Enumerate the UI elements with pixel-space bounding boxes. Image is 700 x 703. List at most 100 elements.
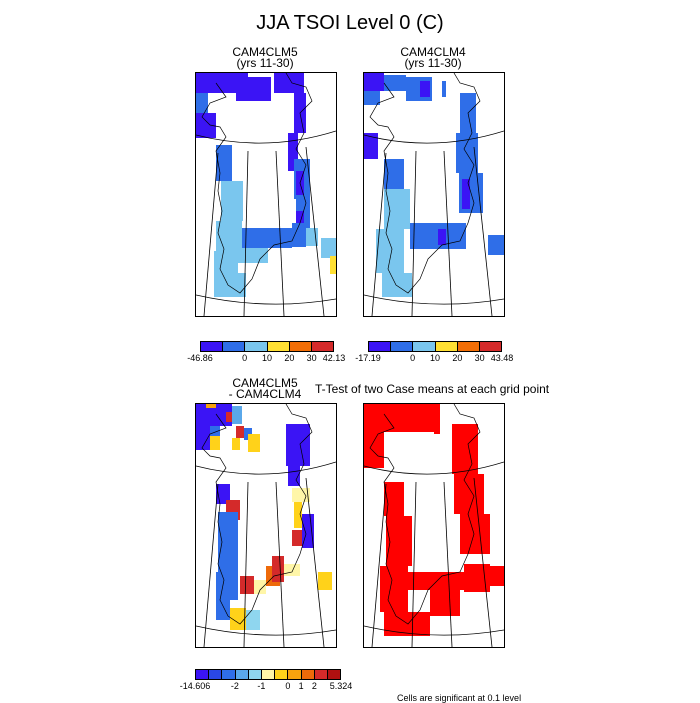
gridcell — [232, 406, 242, 424]
gridcell — [384, 75, 406, 91]
map-graticule — [364, 461, 504, 647]
gridcell — [384, 189, 410, 229]
gridcell — [210, 436, 220, 450]
figure-title: JJA TSOI Level 0 (C) — [256, 12, 444, 34]
colorbar-swatch — [301, 670, 315, 679]
gridcell — [292, 223, 306, 247]
map-panel-difference — [195, 403, 337, 648]
colorbar-swatch — [209, 670, 223, 679]
map-graticule — [364, 130, 504, 316]
colorbar-label: -1 — [257, 681, 266, 691]
gridcell — [376, 229, 404, 273]
colorbar-label: 5.324 — [329, 681, 353, 691]
gridcell — [464, 564, 490, 592]
gridcell — [490, 566, 504, 586]
colorbar-label: 0 — [410, 353, 416, 363]
colorbar-label: -46.86 — [187, 353, 213, 363]
colorbar-label: 43.48 — [490, 353, 514, 363]
gridcell — [272, 556, 284, 582]
gridcell — [196, 113, 216, 138]
colorbar-label: 10 — [261, 353, 273, 363]
panel-1-title-line2: (yrs 11-30) — [236, 56, 294, 70]
colorbar-label: 30 — [474, 353, 485, 363]
panel-1-title-line1: CAM4CLM5 — [232, 45, 298, 59]
coastline — [369, 404, 481, 625]
colorbar-swatch — [289, 342, 312, 351]
colorbar-label: 20 — [452, 353, 463, 363]
colorbar-swatch — [196, 670, 210, 679]
gridcell — [214, 273, 246, 297]
gridcell — [364, 73, 384, 91]
gridcell — [216, 600, 230, 620]
colorbar-swatch — [275, 670, 289, 679]
gridcell — [206, 404, 216, 408]
gridcell — [274, 73, 304, 93]
gridcell — [364, 404, 434, 432]
colorbar-label: 0 — [242, 353, 248, 363]
colorbar-label: 10 — [429, 353, 441, 363]
colorbar-swatch — [327, 670, 341, 679]
gridcell — [321, 238, 336, 258]
panel-1-title: CAM4CLM5 (yrs 11-30) — [195, 45, 335, 70]
colorbar-swatch — [261, 670, 276, 679]
colorbar-swatch — [201, 342, 224, 351]
gridcell — [232, 438, 240, 450]
gridcell — [221, 181, 243, 221]
gridcell — [462, 179, 470, 209]
gridcell — [364, 432, 384, 468]
gridcell — [384, 159, 404, 189]
gridcells-difference — [196, 404, 332, 630]
map-panel-ttest — [363, 403, 505, 648]
gridcell — [196, 426, 210, 450]
colorbar-swatch — [391, 342, 414, 351]
gridcell — [286, 424, 310, 466]
colorbar-swatch — [222, 670, 236, 679]
coastline — [201, 404, 313, 625]
colorbar-swatch — [311, 342, 334, 351]
colorbar-swatches — [195, 669, 341, 680]
colorbar-swatch — [245, 342, 268, 351]
gridcell — [318, 572, 332, 590]
gridcell — [216, 572, 238, 600]
map-graticule — [196, 461, 336, 647]
colorbar-label: 2 — [311, 681, 317, 691]
gridcell — [230, 608, 246, 630]
gridcell — [216, 484, 230, 504]
colorbar-swatch — [235, 670, 249, 679]
gridcell — [430, 590, 460, 616]
gridcell — [380, 566, 408, 612]
panel-2-title-line1: CAM4CLM4 — [400, 45, 466, 59]
colorbar-swatch — [314, 670, 328, 679]
colorbar-swatch — [457, 342, 480, 351]
gridcell — [408, 572, 464, 590]
colorbar-cam4clm4: -17.19 0 10 20 30 43.48 — [355, 341, 513, 364]
gridcell — [196, 73, 248, 93]
gridcell — [330, 256, 336, 274]
panel-2-title-line2: (yrs 11-30) — [404, 56, 462, 70]
colorbar-label: 1 — [298, 681, 304, 691]
gridcell — [236, 426, 244, 438]
gridcell — [196, 404, 232, 426]
map-graticule — [196, 130, 336, 316]
colorbar-cam4clm5: -46.86 0 10 20 30 42.13 — [187, 341, 345, 364]
ttest-label: T-Test of two Case means at each grid po… — [315, 382, 550, 396]
significance-footnote: Cells are significant at 0.1 level — [397, 693, 522, 703]
gridcell — [284, 564, 300, 576]
gridcell — [214, 251, 238, 273]
colorbar-swatch — [288, 670, 302, 679]
colorbar-swatch — [479, 342, 502, 351]
gridcell — [246, 610, 260, 630]
gridcell — [240, 576, 254, 594]
gridcells-cam4clm4 — [364, 73, 504, 297]
gridcell — [236, 77, 271, 101]
coastline — [369, 73, 481, 294]
gridcell — [296, 211, 304, 227]
gridcell — [488, 235, 504, 255]
panel-3-title-line2: - CAM4CLM4 — [228, 387, 302, 401]
colorbar-swatches — [200, 341, 334, 352]
gridcell — [218, 512, 238, 572]
gridcell — [226, 412, 232, 422]
gridcell — [384, 612, 430, 636]
gridcell — [364, 91, 380, 105]
colorbar-swatch — [248, 670, 262, 679]
